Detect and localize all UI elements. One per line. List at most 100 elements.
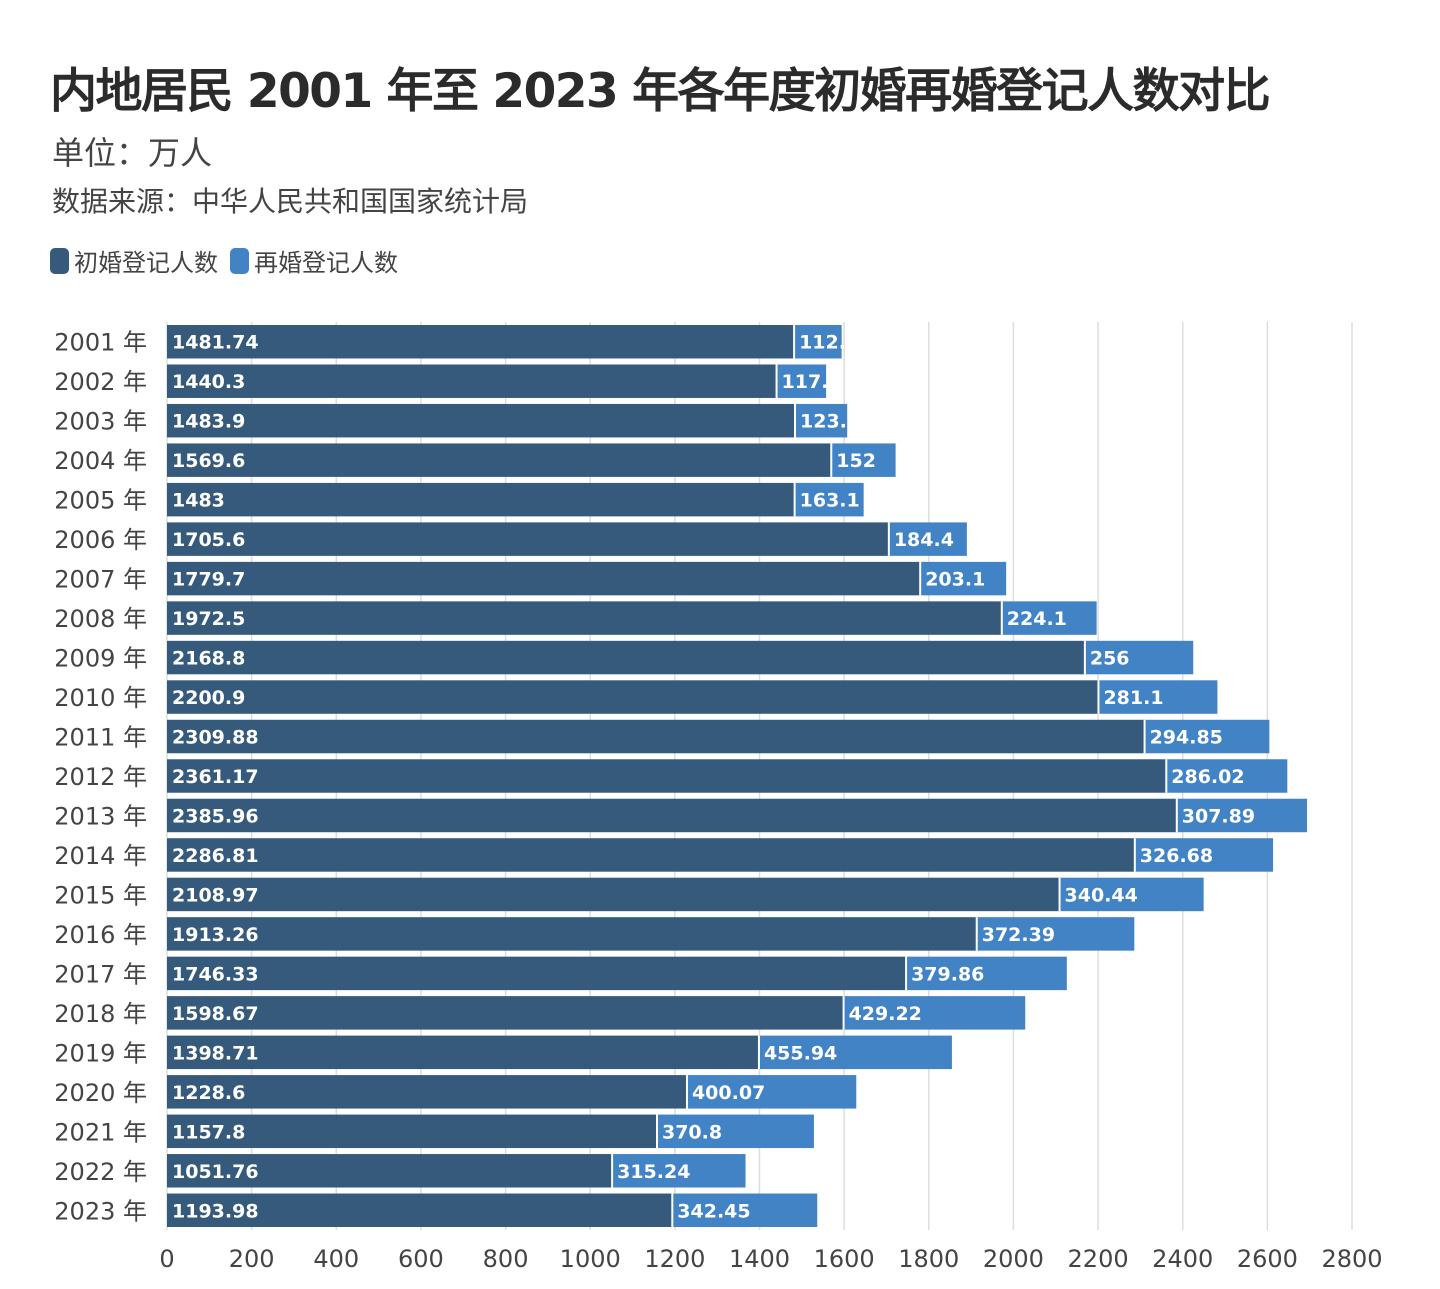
remarriage-value-label: 429.22	[849, 1003, 922, 1025]
year-label: 2005 年	[54, 487, 147, 515]
first-marriage-bar	[167, 640, 1085, 675]
x-tick-label: 2000	[983, 1245, 1044, 1273]
first-marriage-value-label: 1705.6	[172, 529, 245, 551]
x-tick-label: 1800	[898, 1245, 959, 1273]
remarriage-bar	[1134, 838, 1274, 872]
remarriage-bar	[1166, 759, 1288, 793]
year-label: 2003 年	[54, 408, 147, 436]
year-label: 2018 年	[54, 1000, 147, 1028]
legend-label-remarriage: 再婚登记人数	[254, 249, 398, 277]
first-marriage-bar	[167, 917, 977, 951]
year-label: 2011 年	[54, 724, 147, 752]
year-label: 2004 年	[54, 447, 147, 475]
chart-title: 内地居民 2001 年至 2023 年各年度初婚再婚登记人数对比	[50, 64, 1271, 119]
x-tick-label: 1000	[560, 1245, 621, 1273]
remarriage-bar	[612, 1154, 746, 1188]
remarriage-value-label: 256	[1090, 648, 1130, 670]
first-marriage-value-label: 1483.9	[172, 411, 245, 433]
remarriage-value-label: 163.1	[800, 490, 860, 512]
remarriage-value-label: 370.8	[662, 1121, 722, 1143]
x-tick-label: 2200	[1068, 1245, 1129, 1273]
year-label: 2007 年	[54, 566, 147, 594]
first-marriage-bar	[167, 1114, 657, 1149]
first-marriage-bar	[167, 403, 796, 438]
x-tick-label: 600	[398, 1245, 444, 1273]
year-label: 2016 年	[54, 921, 147, 949]
remarriage-value-label: 224.1	[1007, 608, 1067, 630]
first-marriage-value-label: 1598.67	[172, 1003, 259, 1025]
remarriage-value-label: 152	[836, 450, 876, 472]
remarriage-bar	[686, 1075, 857, 1109]
remarriage-bar	[906, 956, 1067, 991]
year-label: 2019 年	[54, 1039, 147, 1067]
first-marriage-value-label: 1913.26	[172, 924, 259, 946]
remarriage-value-label: 117.1	[782, 371, 842, 393]
remarriage-bar	[1144, 719, 1270, 754]
remarriage-value-label: 123.3	[800, 411, 860, 433]
year-label: 2012 年	[54, 763, 147, 791]
x-tick-label: 1200	[644, 1245, 705, 1273]
first-marriage-bar	[167, 601, 1002, 635]
first-marriage-bar	[167, 877, 1060, 912]
year-label: 2021 年	[54, 1118, 147, 1146]
x-tick-label: 1600	[814, 1245, 875, 1273]
first-marriage-bar	[167, 443, 832, 477]
year-label: 2023 年	[54, 1197, 147, 1225]
first-marriage-value-label: 2361.17	[172, 766, 259, 788]
first-marriage-value-label: 2200.9	[172, 687, 245, 709]
remarriage-bar	[1098, 680, 1218, 714]
remarriage-bar	[794, 325, 842, 359]
remarriage-value-label: 286.02	[1171, 766, 1244, 788]
legend-swatch-remarriage	[230, 247, 249, 274]
first-marriage-bar	[167, 956, 907, 991]
remarriage-value-label: 326.68	[1140, 845, 1213, 867]
remarriage-bar	[758, 1035, 952, 1070]
x-tick-label: 2600	[1237, 1245, 1298, 1273]
x-tick-label: 2800	[1321, 1245, 1382, 1273]
x-tick-label: 400	[313, 1245, 359, 1273]
first-marriage-value-label: 1051.76	[172, 1161, 259, 1183]
legend-item-remarriage[interactable]: 再婚登记人数	[230, 243, 398, 278]
remarriage-bar	[976, 917, 1135, 951]
remarriage-bar	[795, 403, 848, 438]
remarriage-value-label: 455.94	[764, 1042, 837, 1064]
legend-item-first-marriage[interactable]: 初婚登记人数	[50, 243, 218, 278]
first-marriage-value-label: 1972.5	[172, 608, 245, 630]
first-marriage-value-label: 1157.8	[172, 1121, 245, 1143]
remarriage-bar	[776, 364, 827, 398]
year-label: 2010 年	[54, 684, 147, 712]
remarriage-bar	[656, 1114, 814, 1149]
year-label: 2002 年	[54, 368, 147, 396]
first-marriage-bar	[167, 1193, 673, 1227]
remarriage-bar	[831, 443, 896, 477]
year-label: 2009 年	[54, 645, 147, 673]
remarriage-value-label: 203.1	[925, 569, 985, 591]
remarriage-bar	[1059, 877, 1204, 912]
remarriage-value-label: 112.4	[799, 332, 859, 354]
first-marriage-value-label: 1483	[172, 490, 225, 512]
first-marriage-bar	[167, 759, 1167, 793]
year-label: 2020 年	[54, 1079, 147, 1107]
remarriage-value-label: 342.45	[677, 1200, 750, 1222]
chart-unit: 单位：万人	[52, 134, 213, 172]
x-tick-label: 800	[483, 1245, 529, 1273]
remarriage-value-label: 294.85	[1150, 727, 1223, 749]
first-marriage-value-label: 2108.97	[172, 884, 259, 906]
remarriage-bar	[888, 522, 967, 556]
first-marriage-bar	[167, 798, 1177, 833]
remarriage-bar	[794, 482, 864, 517]
remarriage-value-label: 184.4	[894, 529, 954, 551]
chart-source: 数据来源：中华人民共和国国家统计局	[52, 185, 529, 218]
first-marriage-value-label: 1440.3	[172, 371, 245, 393]
remarriage-value-label: 379.86	[911, 963, 984, 985]
legend-label-first-marriage: 初婚登记人数	[74, 249, 218, 277]
remarriage-bar	[1001, 601, 1097, 635]
year-label: 2015 年	[54, 881, 147, 909]
first-marriage-bar	[167, 680, 1099, 714]
remarriage-value-label: 372.39	[982, 924, 1055, 946]
first-marriage-bar	[167, 1035, 759, 1070]
year-label: 2022 年	[54, 1158, 147, 1186]
year-label: 2014 年	[54, 842, 147, 870]
first-marriage-bar	[167, 364, 777, 398]
